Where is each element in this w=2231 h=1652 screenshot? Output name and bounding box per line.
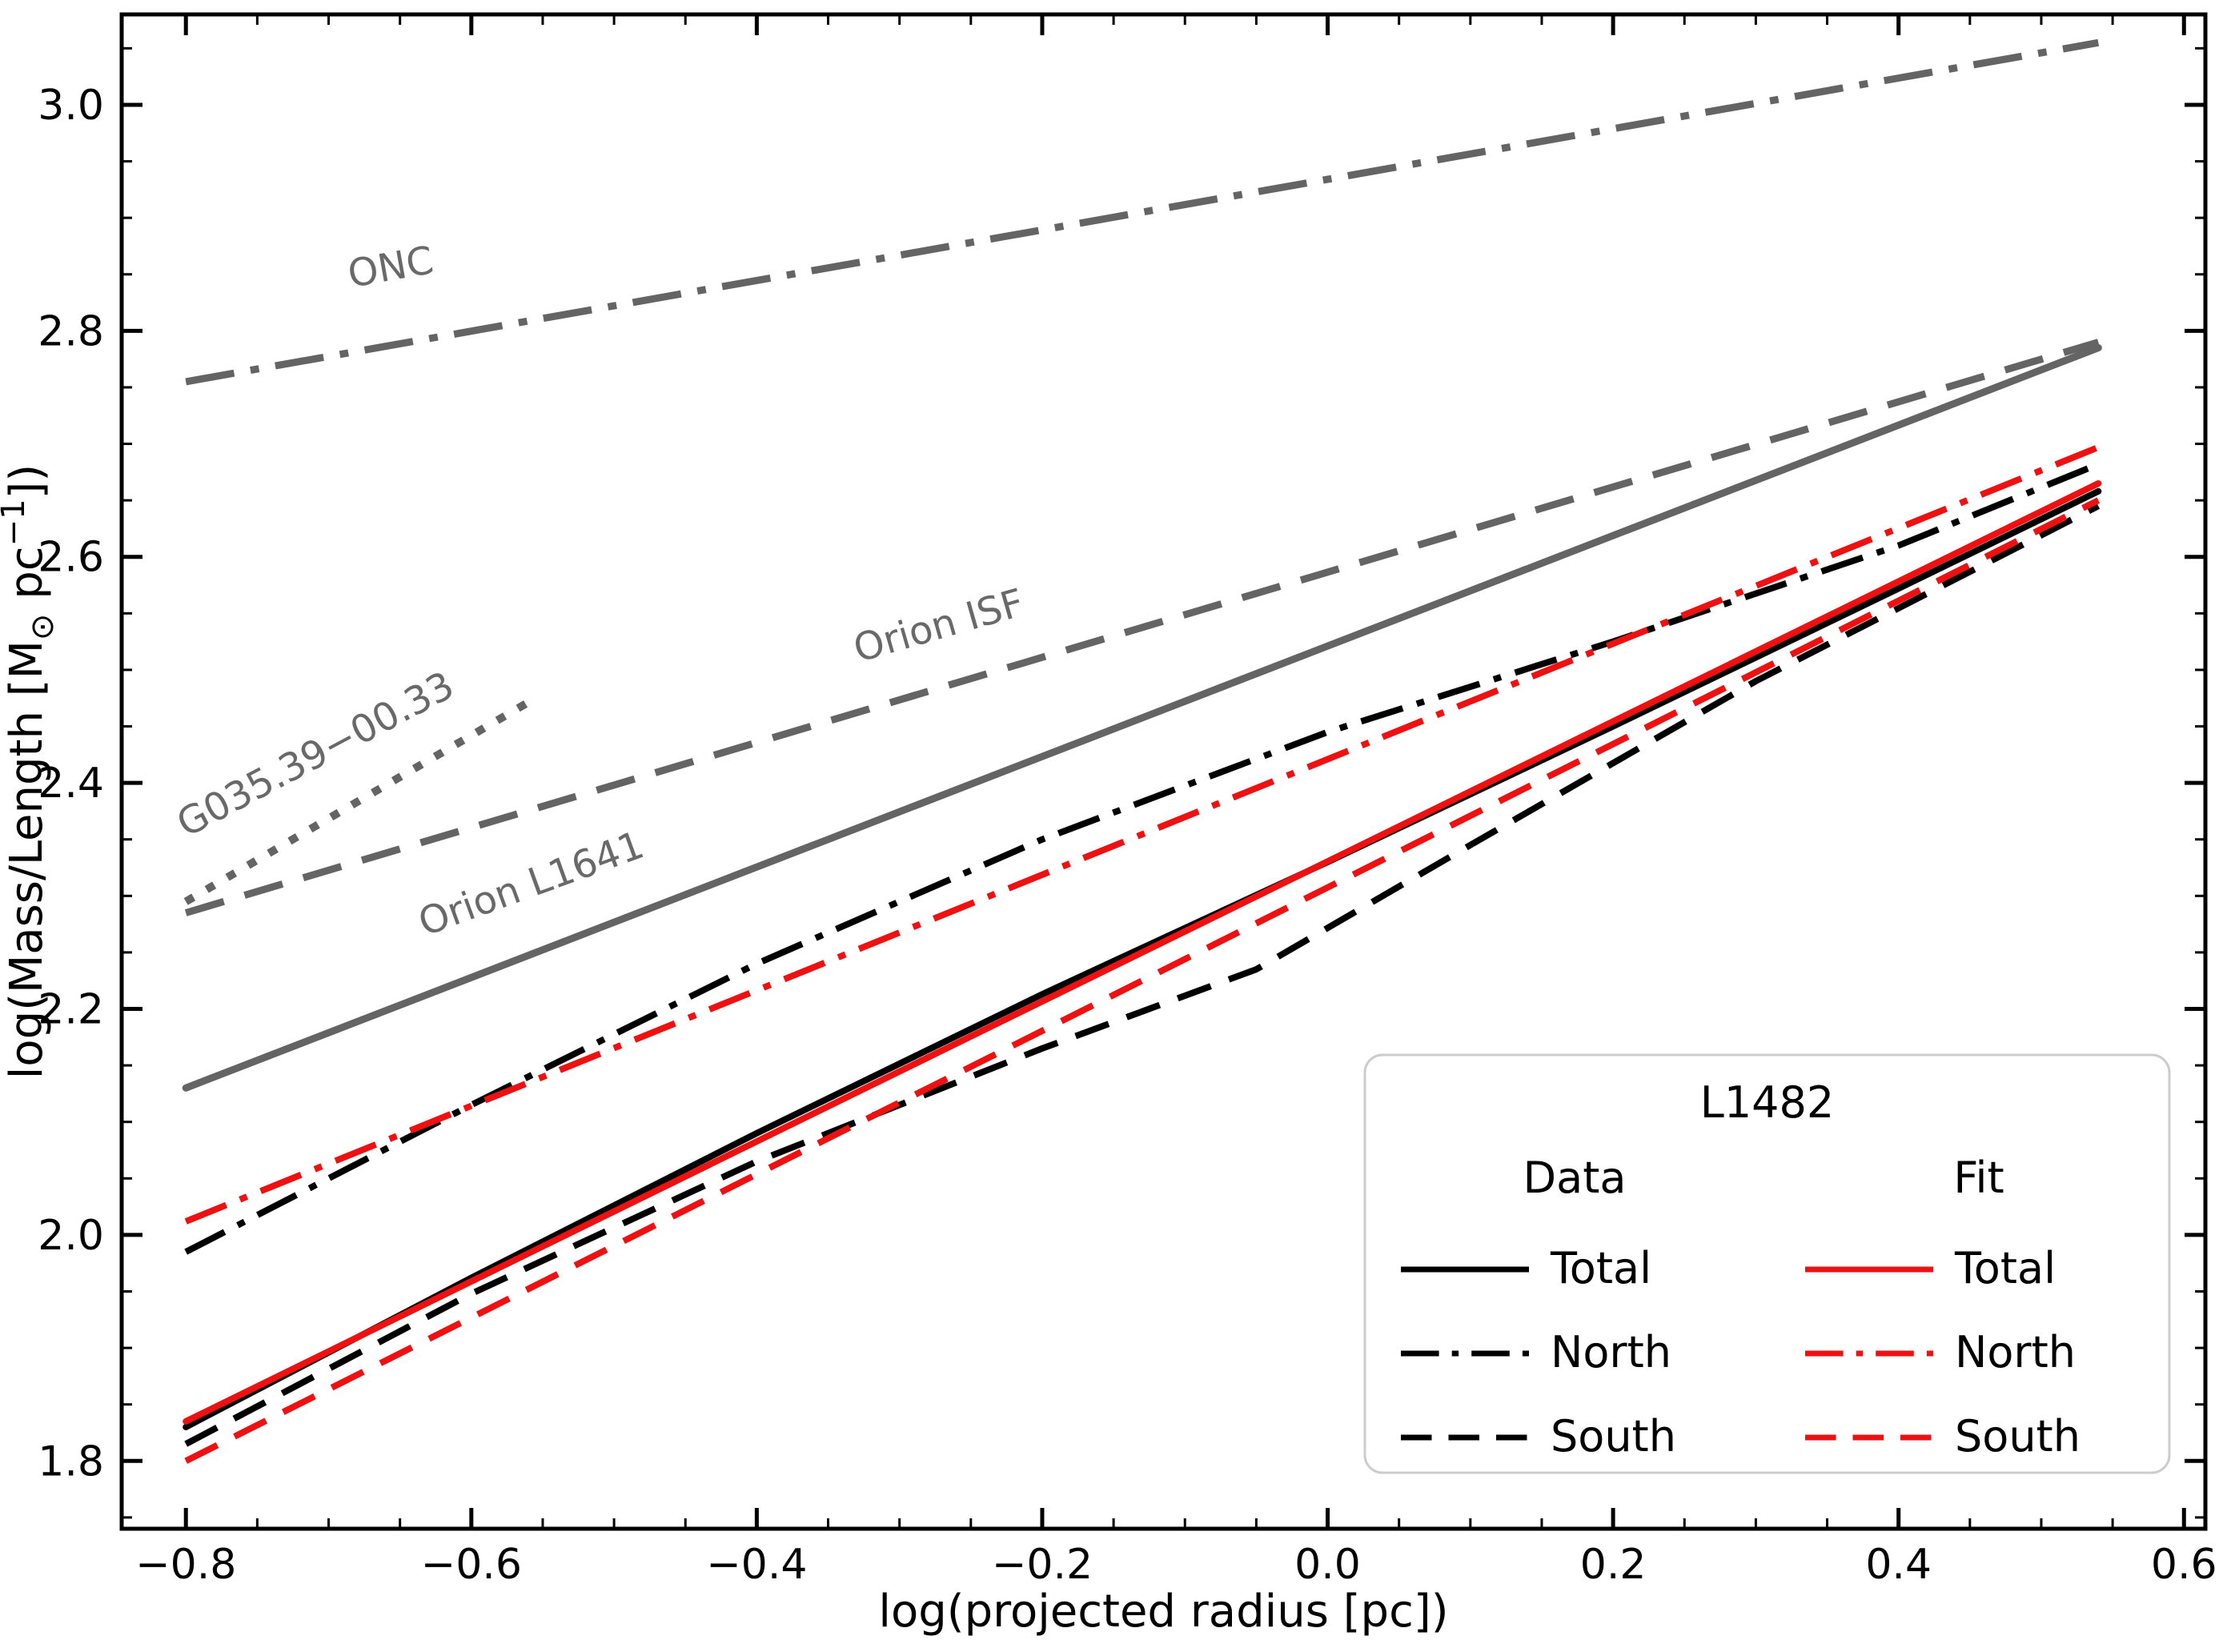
y-tick-label: 2.4 (38, 760, 104, 808)
legend-column-header-data: Data (1523, 1153, 1627, 1203)
x-tick-label: 0.6 (2151, 1541, 2217, 1589)
legend: L1482 Data Total North South Fit Total North Sou… (1363, 1053, 2171, 1474)
series-line-orion-isf (184, 339, 2100, 916)
x-tick-label: −0.8 (135, 1541, 236, 1589)
series-group (182, 38, 2102, 1464)
x-tick-label: −0.6 (421, 1541, 522, 1589)
x-tick-label: 0.0 (1294, 1541, 1361, 1589)
x-tick-label: −0.4 (706, 1541, 807, 1589)
legend-frame (1363, 1053, 2171, 1474)
x-tick-label: 0.4 (1865, 1541, 1932, 1589)
legend-title: L1482 (1700, 1077, 1835, 1128)
y-tick-label: 3.0 (38, 82, 104, 130)
series-line-l1482-total-fit (183, 480, 2102, 1425)
legend-label-fit-north: North (1955, 1327, 2076, 1377)
series-line-l1482-north-fit (184, 444, 2100, 1225)
axes-frame (119, 12, 2208, 1531)
series-line-l1482-south-fit (184, 497, 2101, 1464)
y-tick-label: 2.6 (38, 534, 104, 582)
x-tick-label: 0.2 (1580, 1541, 1647, 1589)
y-tick-label: 1.8 (38, 1437, 104, 1486)
y-tick-label: 2.0 (38, 1212, 104, 1260)
legend-label-data-total: Total (1550, 1243, 1651, 1293)
y-tick-label: 2.2 (38, 986, 104, 1034)
legend-label-data-south: South (1551, 1411, 1676, 1462)
series-line-g035-39-00-33 (183, 694, 538, 905)
series-line-l1482-north-data (184, 461, 2100, 1255)
legend-column-header-fit: Fit (1953, 1153, 2004, 1203)
legend-label-data-north: North (1551, 1327, 1671, 1377)
legend-label-fit-total: Total (1954, 1243, 2056, 1293)
series-line-orion-l1641 (182, 344, 2102, 1092)
ticks-group: −0.8 −0.6 −0.4 −0.2 0.0 0.2 0.4 0.6 1.8 2.0 2.2 2.4… (38, 14, 2217, 1589)
x-tick-label: −0.2 (992, 1541, 1093, 1589)
y-tick-label: 2.8 (38, 307, 104, 355)
x-axis-label: log(projected radius [pc]) (878, 1586, 1448, 1638)
y-axis-label: log(Mass/Length [M⊙ pc−1]) (0, 464, 61, 1080)
legend-label-fit-south: South (1955, 1411, 2081, 1462)
series-line-l1482-south-data (184, 503, 2101, 1447)
